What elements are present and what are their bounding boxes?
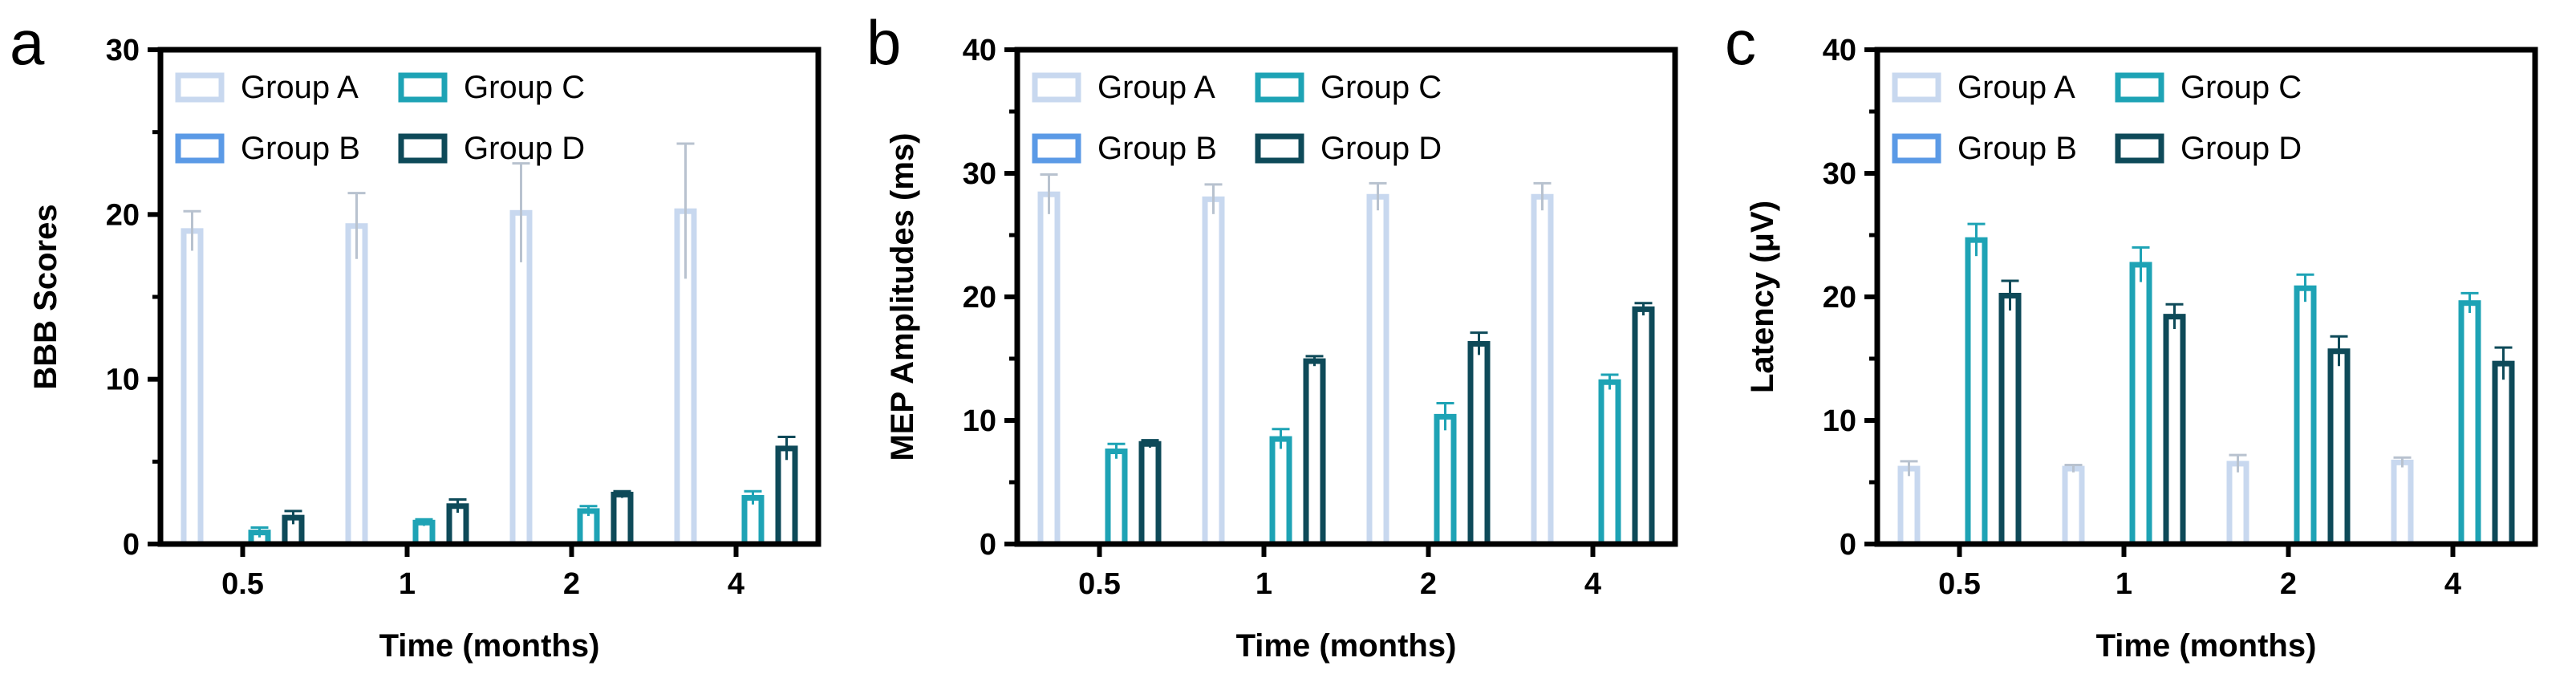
- plot-frame: [1014, 47, 1678, 547]
- y-tick-label: 40: [1823, 34, 1856, 67]
- y-axis-title: MEP Amplitudes (ms): [885, 133, 920, 461]
- x-tick-label: 4: [2444, 567, 2461, 601]
- x-tick-label: 2: [2280, 567, 2297, 601]
- legend-label: Group B: [1957, 131, 2077, 166]
- panel-c: c 0 10 20 30 40 Latency (μV) 0.5 1 2 4 Time (months…: [1725, 7, 2538, 664]
- panel-letter: c: [1725, 7, 1756, 78]
- x-tick-label: 2: [563, 567, 580, 601]
- bar-group-d-4: [2492, 360, 2515, 547]
- legend-swatch-group-c: [2115, 72, 2164, 103]
- bar-group-c-2: [2294, 285, 2317, 547]
- x-tick-label: 1: [1256, 567, 1272, 601]
- legend-swatch-group-a: [1892, 72, 1941, 103]
- bar-group-d-1: [2163, 314, 2186, 547]
- bar-group-a-4: [2391, 459, 2414, 547]
- bar-group-c-1: [2129, 262, 2152, 547]
- y-tick-label: 30: [1823, 157, 1856, 191]
- y-tick-label: 20: [106, 198, 140, 232]
- legend-label: Group A: [1957, 70, 2075, 105]
- legend-label: Group B: [1097, 131, 1217, 166]
- legend-swatch-group-b: [175, 133, 225, 164]
- bar-group-a-2: [2226, 461, 2249, 547]
- bar-group-a-1: [2062, 465, 2085, 547]
- y-tick-label: 20: [1823, 281, 1856, 315]
- x-tick-label: 0.5: [1078, 567, 1121, 601]
- x-tick-label: 4: [1584, 567, 1601, 601]
- x-axis-title: Time (months): [2096, 628, 2317, 664]
- panel-letter: b: [866, 7, 901, 78]
- bar-group-d-1: [1303, 358, 1326, 547]
- bar-group-c-4: [1598, 379, 1621, 547]
- y-tick-label: 0: [123, 528, 140, 562]
- legend-label: Group A: [1097, 70, 1215, 105]
- plot-frame: [157, 47, 821, 547]
- legend-swatch-group-d: [2115, 133, 2164, 164]
- legend-swatch-group-c: [1255, 72, 1304, 103]
- y-axis-title: BBB Scores: [28, 204, 63, 389]
- bar-group-d-0.5: [1138, 441, 1162, 547]
- x-tick-label: 0.5: [221, 567, 264, 601]
- legend-swatch-group-d: [1255, 133, 1304, 164]
- y-tick-label: 30: [963, 157, 996, 191]
- bar-group-d-2: [1467, 341, 1491, 547]
- x-axis-title: Time (months): [379, 628, 600, 664]
- bar-group-d-0.5: [1998, 292, 2022, 547]
- bar-group-c-4: [2458, 300, 2481, 547]
- legend-swatch-group-b: [1892, 133, 1941, 164]
- legend-label: Group D: [1320, 131, 1442, 166]
- y-tick-label: 20: [963, 281, 996, 315]
- bar-group-a-1: [345, 223, 368, 547]
- legend-label: Group C: [1320, 70, 1442, 105]
- bar-group-d-4: [1632, 306, 1655, 547]
- legend-label: Group B: [241, 131, 360, 166]
- bar-group-c-1: [1269, 436, 1292, 547]
- bar-group-a-0.5: [1037, 191, 1061, 547]
- panel-a: a 0 10 20 30 BBB Scores 0.5 1 2 4 Time (months) Gro…: [10, 7, 821, 664]
- bar-group-c-0.5: [1965, 237, 1988, 547]
- legend-label: Group D: [464, 131, 585, 166]
- bar-group-a-0.5: [181, 228, 204, 547]
- legend-label: Group A: [241, 70, 359, 105]
- bar-group-c-2: [1434, 413, 1457, 547]
- legend-label: Group D: [2180, 131, 2302, 166]
- bar-group-a-1: [1202, 196, 1225, 547]
- y-tick-label: 30: [106, 34, 140, 67]
- bar-group-a-2: [1366, 193, 1389, 547]
- legend-label: Group C: [2180, 70, 2302, 105]
- bar-group-a-2: [509, 209, 533, 547]
- panel-letter: a: [10, 7, 45, 78]
- x-tick-label: 0.5: [1938, 567, 1981, 601]
- bar-group-c-0.5: [1105, 449, 1128, 547]
- y-tick-label: 40: [963, 34, 996, 67]
- legend-swatch-group-a: [1032, 72, 1081, 103]
- y-tick-label: 0: [1840, 528, 1856, 562]
- x-tick-label: 1: [399, 567, 416, 601]
- y-tick-label: 0: [980, 528, 996, 562]
- y-tick-label: 10: [106, 363, 140, 397]
- y-tick-label: 10: [963, 404, 996, 438]
- x-tick-label: 4: [728, 567, 744, 601]
- bar-group-d-4: [775, 445, 798, 547]
- legend-swatch-group-d: [398, 133, 448, 164]
- plot-frame: [1874, 47, 2538, 547]
- legend-swatch-group-c: [398, 72, 448, 103]
- bar-group-c-4: [741, 495, 765, 547]
- y-tick-label: 10: [1823, 404, 1856, 438]
- bar-group-d-2: [611, 491, 634, 547]
- panel-b: b 0 10 20 30 40 MEP Amplitudes (ms) 0.5 1 2 4 Time …: [866, 7, 1678, 664]
- legend-label: Group C: [464, 70, 585, 105]
- y-axis-title: Latency (μV): [1745, 201, 1780, 393]
- bar-group-d-2: [2327, 348, 2351, 547]
- legend-swatch-group-b: [1032, 133, 1081, 164]
- x-axis-title: Time (months): [1236, 628, 1457, 664]
- x-tick-label: 2: [1420, 567, 1437, 601]
- bar-group-a-4: [1531, 193, 1554, 547]
- legend-swatch-group-a: [175, 72, 225, 103]
- x-tick-label: 1: [2116, 567, 2132, 601]
- bar-group-a-0.5: [1897, 465, 1921, 547]
